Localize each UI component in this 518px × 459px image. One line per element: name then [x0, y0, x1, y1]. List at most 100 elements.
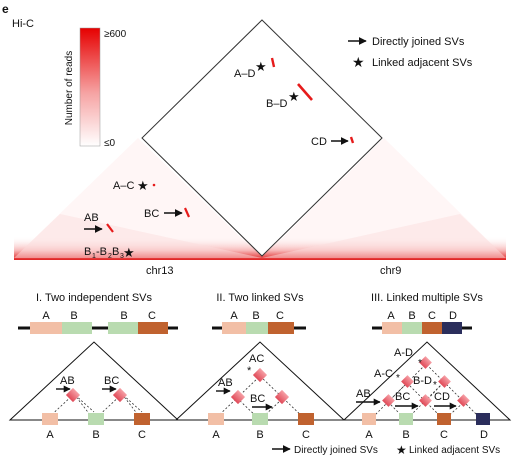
- s2-seg-label-b: B: [252, 310, 259, 322]
- schematic-2: II. Two linked SVs A B C AC * AB BC A B …: [174, 292, 346, 441]
- hotspot-ab: [106, 223, 114, 233]
- s3-bottom-b: [399, 413, 413, 425]
- hotspot-bd: [297, 83, 313, 101]
- hotspot-ad: [270, 57, 276, 68]
- s3-seg-label-d: D: [449, 310, 457, 322]
- s3-hotspot-bc: [419, 394, 432, 407]
- s2-segment-b: [246, 322, 268, 334]
- colorbar: ≥600 ≤0 Number of reads: [64, 27, 127, 149]
- s1-bottom-b: [88, 413, 104, 425]
- s1-segment-a: [30, 322, 62, 334]
- star-ac-icon: ★: [137, 178, 149, 193]
- s2-junction-bc: BC: [250, 393, 265, 405]
- s3-segment-c: [422, 322, 442, 334]
- s1-seg-label-b1: B: [70, 310, 77, 322]
- s1-junction-bc: BC: [104, 375, 119, 387]
- s2-hotspot-ac: [252, 367, 268, 383]
- chr13-label: chr13: [146, 265, 174, 277]
- bottom-legend-arrow-label: Directly joined SVs: [294, 445, 378, 456]
- s3-seg-label-c: C: [428, 310, 436, 322]
- s3-bottom-a: [362, 413, 376, 425]
- schematic-1: I. Two independent SVs A B B C AB BC A B…: [8, 292, 180, 441]
- s1-seg-label-b2: B: [120, 310, 127, 322]
- s1-segment-b1: [62, 322, 92, 334]
- s3-junction-ac: A-C: [374, 368, 393, 380]
- s2-star-icon: *: [247, 365, 252, 377]
- legend-arrow-label: Directly joined SVs: [372, 36, 465, 48]
- s2-bottom-b: [252, 413, 268, 425]
- hic-heatmap: A–D ★ B–D ★ CD A–C ★ BC AB B 1 -B 2 B 3 …: [14, 19, 506, 277]
- s2-bottom-label-c: C: [302, 429, 310, 441]
- legend-star-label: Linked adjacent SVs: [372, 57, 473, 69]
- s2-seg-label-a: A: [230, 310, 238, 322]
- s2-seg-label-c: C: [276, 310, 284, 322]
- colorbar-min-label: ≤0: [104, 138, 115, 149]
- schematic-1-title: I. Two independent SVs: [36, 292, 152, 304]
- colorbar-max-label: ≥600: [104, 29, 127, 40]
- s3-junction-cd: CD: [434, 391, 450, 403]
- svg-text:2: 2: [108, 253, 112, 260]
- colorbar-gradient: [79, 27, 101, 147]
- label-b1b2b3: B 1 -B 2 B 3 ★: [84, 245, 135, 260]
- label-ab: AB: [84, 212, 99, 224]
- bottom-legend: Directly joined SVs ★ Linked adjacent SV…: [272, 443, 500, 457]
- star-bd-icon: ★: [288, 89, 300, 104]
- label-bd: B–D: [266, 98, 287, 110]
- s3-triangle: [342, 341, 512, 421]
- s3-junction-ab: AB: [356, 388, 371, 400]
- s2-segment-c: [268, 322, 294, 334]
- svg-text:1: 1: [92, 253, 96, 260]
- s3-hotspot-ac: [401, 375, 414, 388]
- star-b123-icon: ★: [123, 245, 135, 260]
- label-cd: CD: [311, 136, 327, 148]
- s2-bottom-label-a: A: [212, 429, 220, 441]
- label-ad: A–D: [234, 68, 255, 80]
- s3-seg-label-b: B: [408, 310, 415, 322]
- s1-triangle: [8, 341, 180, 421]
- s3-bottom-label-d: D: [480, 429, 488, 441]
- hotspot-cd: [349, 136, 355, 144]
- s1-seg-label-c: C: [148, 310, 156, 322]
- schematic-3: III. Linked multiple SVs A B C D A-D * A…: [342, 292, 512, 441]
- s1-bottom-label-b: B: [92, 429, 99, 441]
- s3-star-bd-icon: *: [433, 380, 437, 391]
- svg-text:B: B: [84, 246, 91, 258]
- s3-hotspot-ab: [382, 394, 395, 407]
- hotspot-bc: [183, 207, 191, 218]
- trans-interaction-diamond: [141, 19, 383, 257]
- s1-segment-c: [138, 322, 168, 334]
- bottom-legend-star-label: Linked adjacent SVs: [409, 445, 500, 456]
- s2-junction-ab: AB: [218, 377, 233, 389]
- s3-bottom-label-c: C: [440, 429, 448, 441]
- svg-text:-B: -B: [96, 246, 107, 258]
- s2-segment-a: [222, 322, 246, 334]
- s3-star-ad-icon: *: [418, 358, 422, 369]
- s2-bottom-label-b: B: [256, 429, 263, 441]
- schematic-3-title: III. Linked multiple SVs: [371, 292, 483, 304]
- hotspot-ac: [152, 183, 156, 187]
- schematic-2-title: II. Two linked SVs: [216, 292, 304, 304]
- s2-bottom-c: [298, 413, 314, 425]
- s1-bottom-a: [42, 413, 58, 425]
- s1-junction-ab: AB: [60, 375, 75, 387]
- assay-label: Hi-C: [12, 18, 34, 30]
- svg-text:B: B: [112, 246, 119, 258]
- s2-hotspot-bc: [274, 389, 290, 405]
- legend: Directly joined SVs ★ Linked adjacent SV…: [348, 36, 473, 70]
- s1-seg-label-a: A: [42, 310, 50, 322]
- bottom-legend-star-icon: ★: [396, 443, 407, 457]
- label-ac: A–C: [113, 180, 134, 192]
- s3-hotspot-ad: [419, 356, 432, 369]
- s3-junction-bd: B-D: [413, 375, 432, 387]
- s3-junction-ad: A-D: [394, 347, 413, 359]
- s1-bottom-c: [134, 413, 150, 425]
- chr9-label: chr9: [380, 265, 401, 277]
- s3-seg-label-a: A: [387, 310, 395, 322]
- s2-junction-ac: AC: [249, 353, 264, 365]
- svg-text:3: 3: [120, 253, 124, 260]
- s1-bottom-label-c: C: [138, 429, 146, 441]
- s2-hotspot-ab: [230, 389, 246, 405]
- legend-star-icon: ★: [352, 54, 365, 70]
- s3-segment-b: [402, 322, 422, 334]
- s3-hotspot-bd: [438, 375, 451, 388]
